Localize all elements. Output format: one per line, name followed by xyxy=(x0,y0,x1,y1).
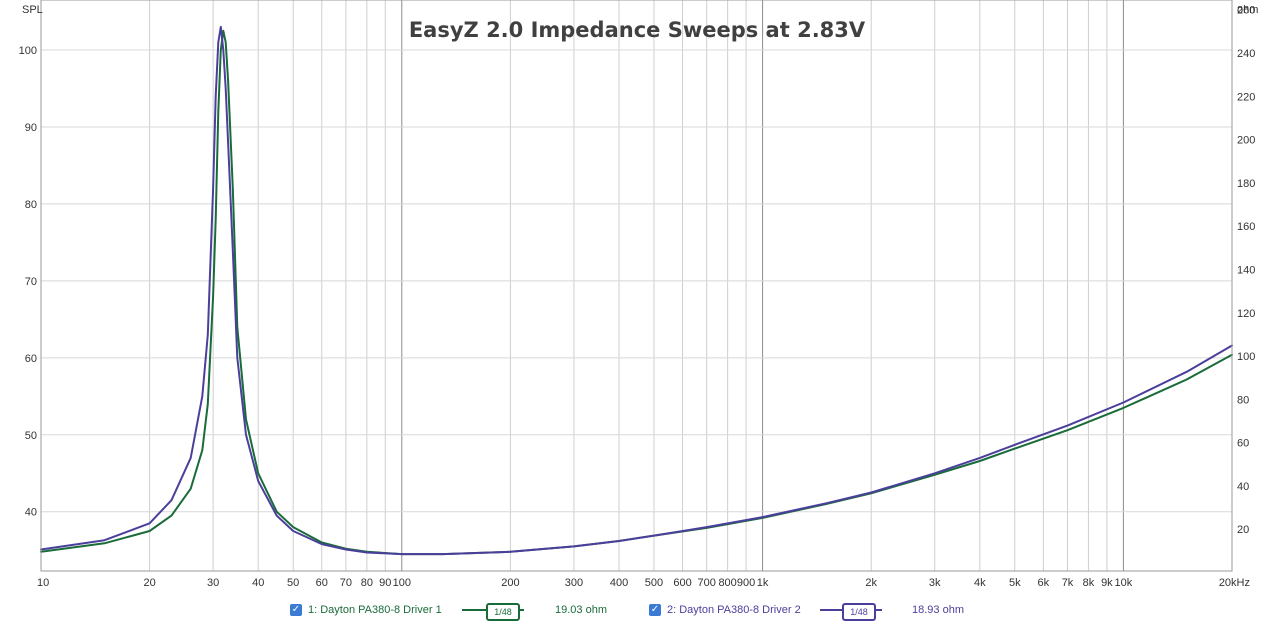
x-tick-label: 20 xyxy=(143,577,155,589)
x-tick-label: 1k xyxy=(757,577,769,589)
right-tick-label: 160 xyxy=(1237,221,1255,233)
left-tick-label: 90 xyxy=(25,122,37,134)
x-tick-label: 70 xyxy=(340,577,352,589)
x-tick-label: 20kHz xyxy=(1219,577,1250,589)
left-tick-label: 80 xyxy=(25,199,37,211)
series-lines xyxy=(40,25,1233,556)
right-tick-label: 20 xyxy=(1237,524,1249,536)
right-tick-label: 100 xyxy=(1237,351,1255,363)
left-tick-label: 60 xyxy=(25,353,37,365)
x-tick-label: 80 xyxy=(361,577,373,589)
left-tick-label: 40 xyxy=(25,507,37,519)
x-tick-label: 10 xyxy=(37,577,49,589)
checkbox-icon[interactable]: ✓ xyxy=(290,604,302,616)
x-tick-label: 900 xyxy=(737,577,755,589)
x-tick-label: 700 xyxy=(698,577,716,589)
x-tick-label: 6k xyxy=(1038,577,1050,589)
x-tick-label: 2k xyxy=(865,577,877,589)
x-tick-label: 600 xyxy=(673,577,691,589)
right-tick-label: 120 xyxy=(1237,308,1255,320)
smoothing-button[interactable]: 1/48 xyxy=(842,603,876,621)
axes: 4050607080901002040608010012014016018020… xyxy=(19,0,1255,589)
x-tick-label: 4k xyxy=(974,577,986,589)
x-tick-label: 90 xyxy=(379,577,391,589)
checkbox-icon[interactable]: ✓ xyxy=(649,604,661,616)
x-tick-label: 500 xyxy=(645,577,663,589)
x-tick-label: 40 xyxy=(252,577,264,589)
right-tick-label: 40 xyxy=(1237,481,1249,493)
left-tick-label: 50 xyxy=(25,430,37,442)
x-tick-label: 300 xyxy=(565,577,583,589)
x-tick-label: 60 xyxy=(316,577,328,589)
x-tick-label: 3k xyxy=(929,577,941,589)
x-tick-label: 30 xyxy=(207,577,219,589)
legend-item-driver-2[interactable]: ✓ 2: Dayton PA380-8 Driver 2 xyxy=(649,600,801,620)
series-line xyxy=(40,25,1233,556)
right-tick-label: 260 xyxy=(1237,5,1255,17)
x-tick-label: 100 xyxy=(393,577,411,589)
x-tick-label: 10k xyxy=(1115,577,1133,589)
right-tick-label: 240 xyxy=(1237,48,1255,60)
x-tick-label: 200 xyxy=(501,577,519,589)
left-axis-label: SPL xyxy=(22,4,43,16)
x-tick-label: 9k xyxy=(1101,577,1113,589)
series-line xyxy=(40,29,1233,556)
legend-readout: 18.93 ohm xyxy=(912,604,964,616)
right-axis-label: ohm xyxy=(1237,4,1258,16)
legend-label: 1: Dayton PA380-8 Driver 1 xyxy=(308,604,442,616)
left-tick-label: 70 xyxy=(25,276,37,288)
x-tick-label: 8k xyxy=(1083,577,1095,589)
right-tick-label: 220 xyxy=(1237,91,1255,103)
legend-readout: 19.03 ohm xyxy=(555,604,607,616)
chart-title: EasyZ 2.0 Impedance Sweeps at 2.83V xyxy=(409,18,866,42)
right-tick-label: 60 xyxy=(1237,438,1249,450)
x-tick-label: 400 xyxy=(610,577,628,589)
grid xyxy=(40,0,1233,571)
x-tick-label: 50 xyxy=(287,577,299,589)
legend-label: 2: Dayton PA380-8 Driver 2 xyxy=(667,604,801,616)
right-tick-label: 180 xyxy=(1237,178,1255,190)
right-tick-label: 140 xyxy=(1237,264,1255,276)
x-tick-label: 7k xyxy=(1062,577,1074,589)
left-tick-label: 100 xyxy=(19,45,37,57)
right-tick-label: 200 xyxy=(1237,135,1255,147)
legend-item-driver-1[interactable]: ✓ 1: Dayton PA380-8 Driver 1 xyxy=(290,600,442,620)
x-tick-label: 5k xyxy=(1009,577,1021,589)
plot-frame xyxy=(40,0,1233,572)
smoothing-button[interactable]: 1/48 xyxy=(486,603,520,621)
legend: ✓ 1: Dayton PA380-8 Driver 1 1/48 19.03 … xyxy=(0,600,1286,621)
x-tick-label: 800 xyxy=(718,577,736,589)
right-tick-label: 80 xyxy=(1237,394,1249,406)
